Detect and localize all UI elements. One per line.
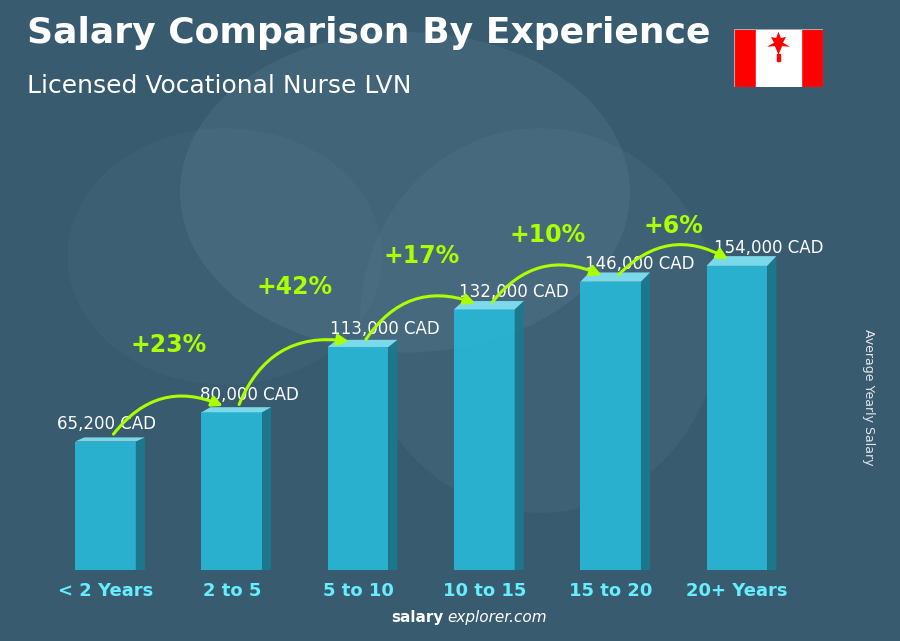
Ellipse shape (360, 128, 720, 513)
Polygon shape (389, 340, 398, 570)
Ellipse shape (68, 128, 382, 385)
Polygon shape (515, 301, 524, 570)
Text: 132,000 CAD: 132,000 CAD (459, 283, 569, 301)
Text: +6%: +6% (644, 214, 704, 238)
Polygon shape (76, 442, 136, 570)
Polygon shape (328, 347, 389, 570)
Text: +42%: +42% (256, 274, 333, 299)
Text: explorer.com: explorer.com (447, 610, 547, 625)
Text: 154,000 CAD: 154,000 CAD (715, 239, 824, 257)
Text: +10%: +10% (509, 223, 586, 247)
Polygon shape (328, 340, 398, 347)
Ellipse shape (180, 32, 630, 353)
Bar (801, 29, 824, 87)
Polygon shape (706, 266, 767, 570)
Polygon shape (580, 281, 641, 570)
Text: Salary Comparison By Experience: Salary Comparison By Experience (27, 16, 710, 50)
Text: +17%: +17% (383, 244, 459, 268)
Text: +23%: +23% (130, 333, 207, 357)
Text: Licensed Vocational Nurse LVN: Licensed Vocational Nurse LVN (27, 74, 411, 97)
Bar (756, 29, 801, 87)
Polygon shape (706, 256, 777, 266)
Bar (778, 54, 779, 60)
Polygon shape (202, 412, 262, 570)
Polygon shape (76, 437, 145, 442)
Text: salary: salary (392, 610, 444, 625)
Polygon shape (202, 407, 271, 412)
Text: 146,000 CAD: 146,000 CAD (585, 255, 695, 273)
Text: Average Yearly Salary: Average Yearly Salary (862, 329, 875, 465)
Polygon shape (262, 407, 271, 570)
Polygon shape (136, 437, 145, 570)
Text: 113,000 CAD: 113,000 CAD (330, 320, 440, 338)
Polygon shape (580, 272, 650, 281)
Polygon shape (767, 31, 790, 55)
Text: 65,200 CAD: 65,200 CAD (58, 415, 157, 433)
Polygon shape (454, 301, 524, 310)
Bar (734, 29, 756, 87)
Polygon shape (767, 256, 777, 570)
Polygon shape (454, 310, 515, 570)
Text: 80,000 CAD: 80,000 CAD (200, 386, 299, 404)
Polygon shape (641, 272, 650, 570)
